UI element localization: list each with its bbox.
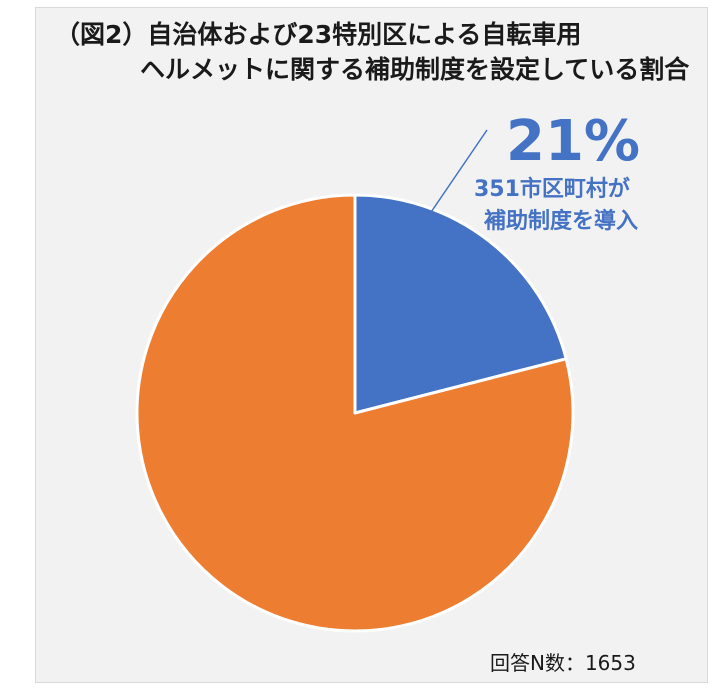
- pie-slice-1: [135, 193, 575, 633]
- chart-title-line1: （図2）自治体および23特別区による自転車用: [55, 20, 582, 49]
- callout-line1: 351市区町村が: [474, 177, 630, 202]
- callout-leader-line: [409, 129, 488, 244]
- callout-percent: 21%: [506, 109, 641, 174]
- pie-slices: [135, 193, 575, 633]
- callout-line2: 補助制度を導入: [484, 209, 639, 234]
- pie-slice-0: [353, 193, 568, 415]
- chart-title-line2: ヘルメットに関する補助制度を設定している割合: [140, 55, 690, 84]
- sample-size-label: 回答N数：1653: [490, 651, 636, 675]
